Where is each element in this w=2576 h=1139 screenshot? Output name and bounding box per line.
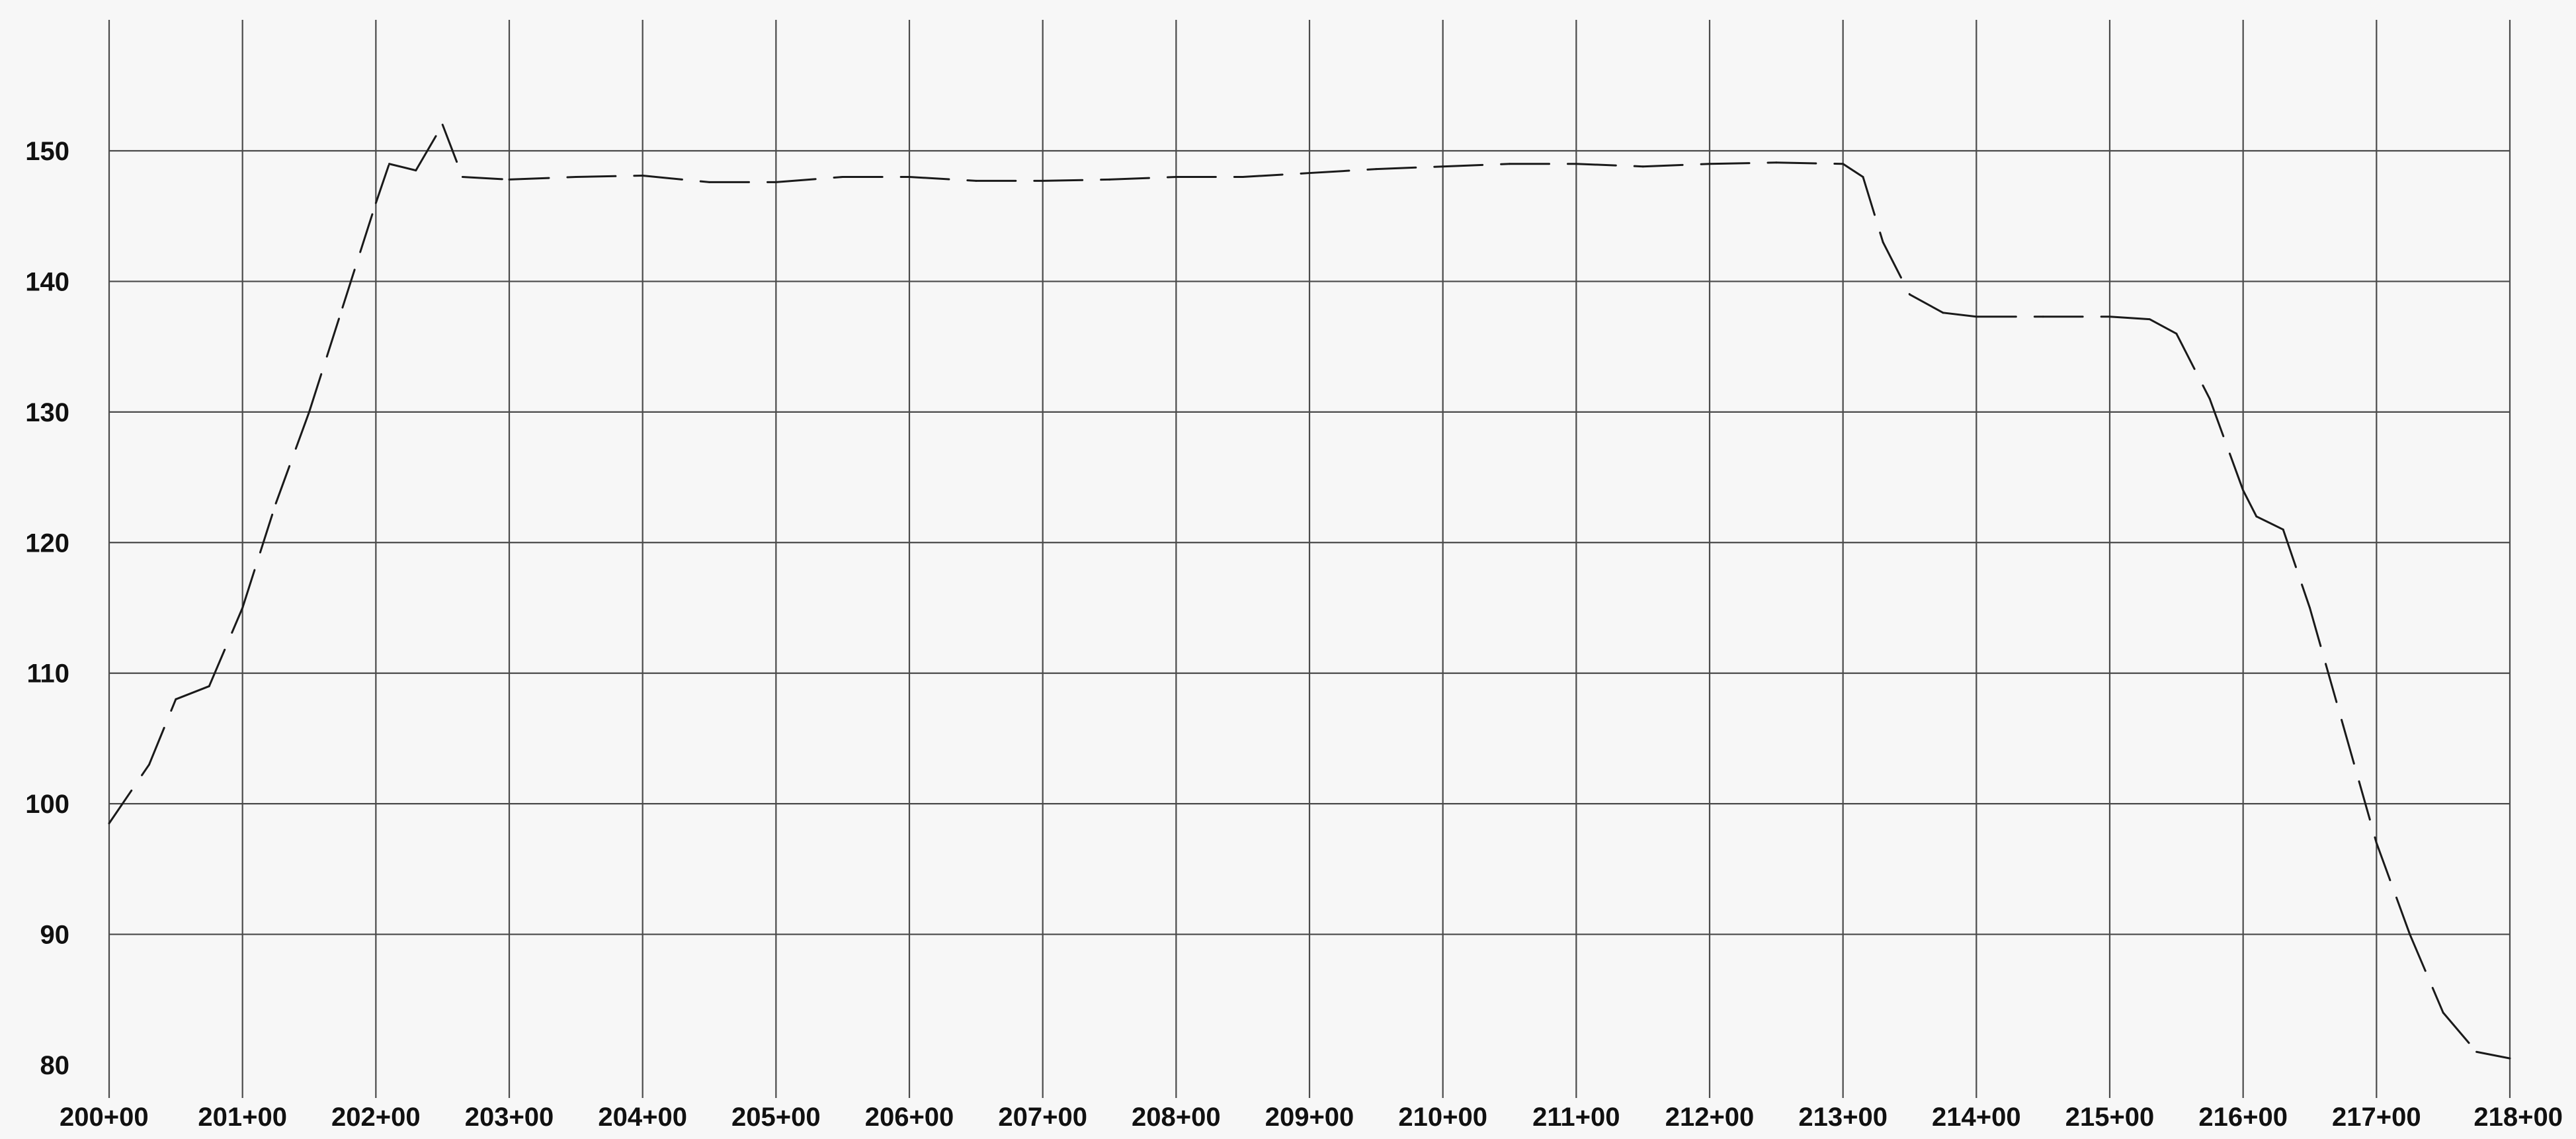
x-tick-label: 212+00 bbox=[1665, 1103, 1755, 1132]
profile-segment bbox=[2342, 724, 2378, 844]
profile-segment bbox=[461, 175, 511, 181]
profile-segment bbox=[441, 124, 464, 178]
x-tick-label: 217+00 bbox=[2332, 1103, 2421, 1132]
profile-segment bbox=[1862, 175, 1884, 243]
profile-segment bbox=[175, 685, 210, 700]
y-axis-tick-labels: 80 90 100 110 120 130 140 150 bbox=[25, 137, 69, 1080]
profile-segment bbox=[1909, 293, 1944, 314]
x-tick-label: 204+00 bbox=[598, 1103, 687, 1132]
grid-horizontal-lines bbox=[109, 149, 2510, 935]
x-tick-label: 213+00 bbox=[1798, 1103, 1888, 1132]
profile-segment bbox=[2475, 1050, 2511, 1060]
profile-segment bbox=[2442, 1011, 2478, 1053]
x-tick-label: 205+00 bbox=[731, 1103, 821, 1132]
profile-segment bbox=[642, 175, 710, 183]
profile-segment bbox=[415, 124, 444, 172]
y-tick-label: 120 bbox=[25, 528, 69, 558]
profile-segment bbox=[1641, 163, 1711, 168]
profile-segment bbox=[1042, 178, 1110, 182]
profile-segment bbox=[1308, 168, 1378, 175]
y-tick-label: 140 bbox=[25, 267, 69, 296]
profile-segment bbox=[2309, 607, 2345, 727]
y-tick-label: 150 bbox=[25, 137, 69, 166]
profile-segment bbox=[1708, 161, 1778, 165]
profile-segment bbox=[1775, 161, 1845, 165]
x-tick-label: 203+00 bbox=[465, 1103, 554, 1132]
profile-segment bbox=[508, 175, 577, 181]
profile-segment bbox=[1375, 165, 1444, 171]
profile-segment bbox=[2242, 489, 2258, 518]
x-axis-tick-labels: 200+00 201+00 202+00 203+00 204+00 205+00 206+… bbox=[60, 1103, 2563, 1132]
x-tick-label: 211+00 bbox=[1532, 1103, 1620, 1132]
profile-segment bbox=[2175, 332, 2211, 400]
profile-segment bbox=[2255, 515, 2284, 531]
x-tick-label: 209+00 bbox=[1265, 1103, 1354, 1132]
profile-segment bbox=[241, 502, 277, 609]
x-tick-label: 206+00 bbox=[865, 1103, 954, 1132]
y-tick-label: 110 bbox=[26, 659, 69, 689]
y-tick-label: 90 bbox=[40, 921, 70, 950]
y-tick-label: 100 bbox=[25, 790, 69, 819]
profile-segment bbox=[2409, 933, 2444, 1014]
grid-vertical-lines bbox=[108, 20, 2511, 1098]
profile-segment bbox=[575, 175, 644, 178]
profile-segment bbox=[2108, 316, 2151, 321]
y-tick-label: 130 bbox=[25, 398, 69, 427]
profile-segment bbox=[208, 607, 244, 687]
profile-segment bbox=[374, 163, 390, 204]
profile-segment bbox=[341, 202, 377, 309]
x-tick-label: 207+00 bbox=[998, 1103, 1087, 1132]
y-tick-label: 80 bbox=[40, 1051, 70, 1080]
profile-segment bbox=[1575, 163, 1644, 168]
profile-segment bbox=[108, 763, 150, 825]
profile-segment bbox=[1442, 163, 1511, 168]
profile-segment bbox=[1842, 163, 1864, 178]
profile-segment bbox=[1108, 175, 1177, 181]
profile-series bbox=[108, 124, 2511, 1060]
x-tick-label: 214+00 bbox=[1932, 1103, 2021, 1132]
x-tick-label: 201+00 bbox=[198, 1103, 287, 1132]
x-tick-label: 218+00 bbox=[2473, 1103, 2563, 1132]
x-tick-label: 215+00 bbox=[2065, 1103, 2155, 1132]
profile-segment bbox=[774, 175, 844, 183]
profile-segment bbox=[2149, 318, 2178, 335]
x-tick-label: 210+00 bbox=[1398, 1103, 1487, 1132]
profile-segment bbox=[2282, 528, 2311, 609]
profile-segment bbox=[148, 698, 177, 766]
profile-segment bbox=[308, 306, 344, 413]
profile-segment bbox=[2208, 398, 2245, 491]
profile-segment bbox=[1942, 312, 1977, 318]
x-tick-label: 202+00 bbox=[331, 1103, 421, 1132]
profile-segment bbox=[1882, 241, 1911, 296]
x-tick-label: 216+00 bbox=[2198, 1103, 2288, 1132]
profile-segment bbox=[1241, 172, 1311, 178]
profile-segment bbox=[388, 163, 417, 172]
x-tick-label: 208+00 bbox=[1132, 1103, 1221, 1132]
profile-segment bbox=[274, 411, 310, 505]
x-tick-label: 200+00 bbox=[60, 1103, 149, 1132]
profile-segment bbox=[908, 175, 977, 182]
profile-segment bbox=[2375, 841, 2411, 936]
